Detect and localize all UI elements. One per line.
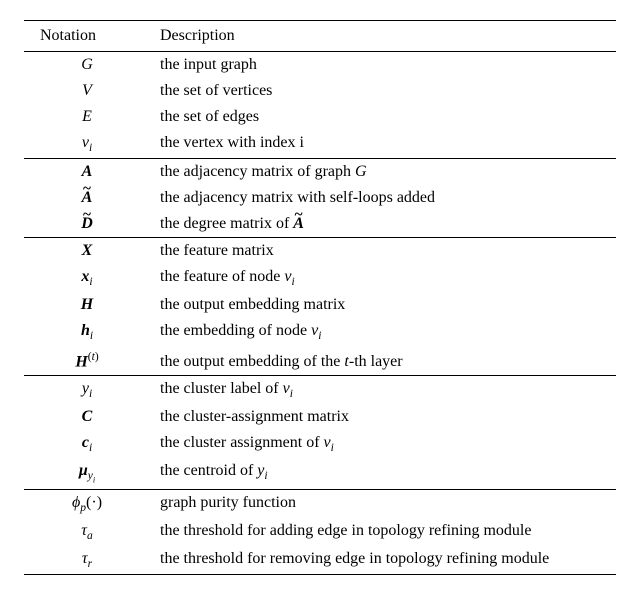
notation-cell: V xyxy=(24,78,150,104)
table-row: H(t)the output embedding of the t-th lay… xyxy=(24,347,616,376)
table-row: Dthe degree matrix of A xyxy=(24,211,616,238)
description-cell: the cluster-assignment matrix xyxy=(150,404,616,430)
description-cell: the set of vertices xyxy=(150,78,616,104)
notation-cell: H(t) xyxy=(24,347,150,376)
table-row: μyithe centroid of yi xyxy=(24,458,616,489)
description-cell: the degree matrix of A xyxy=(150,211,616,238)
description-cell: the output embedding of the t-th layer xyxy=(150,347,616,376)
table-row: τathe threshold for adding edge in topol… xyxy=(24,518,616,546)
notation-cell: D xyxy=(24,211,150,238)
notation-cell: vi xyxy=(24,130,150,159)
table-row: Xthe feature matrix xyxy=(24,238,616,265)
description-cell: the set of edges xyxy=(150,104,616,130)
notation-cell: τa xyxy=(24,518,150,546)
description-cell: the input graph xyxy=(150,52,616,79)
description-cell: the feature of node vi xyxy=(150,264,616,292)
table-row: ϕp(·)graph purity function xyxy=(24,489,616,518)
description-cell: the cluster assignment of vi xyxy=(150,430,616,458)
notation-table: Notation Description Gthe input graphVth… xyxy=(24,20,616,575)
table-row: Athe adjacency matrix of graph G xyxy=(24,159,616,186)
table-row: τrthe threshold for removing edge in top… xyxy=(24,546,616,575)
table-row: xithe feature of node vi xyxy=(24,264,616,292)
notation-cell: ci xyxy=(24,430,150,458)
notation-cell: H xyxy=(24,292,150,318)
col-header-description: Description xyxy=(150,21,616,52)
notation-cell: G xyxy=(24,52,150,79)
table-row: cithe cluster assignment of vi xyxy=(24,430,616,458)
table-row: yithe cluster label of vi xyxy=(24,375,616,404)
table-header-row: Notation Description xyxy=(24,21,616,52)
col-header-notation: Notation xyxy=(24,21,150,52)
description-cell: the output embedding matrix xyxy=(150,292,616,318)
table-row: Athe adjacency matrix with self-loops ad… xyxy=(24,185,616,211)
table-row: Ethe set of edges xyxy=(24,104,616,130)
notation-cell: C xyxy=(24,404,150,430)
table-row: vithe vertex with index i xyxy=(24,130,616,159)
description-cell: the threshold for removing edge in topol… xyxy=(150,546,616,575)
table-row: Hthe output embedding matrix xyxy=(24,292,616,318)
table-row: Gthe input graph xyxy=(24,52,616,79)
table-row: Cthe cluster-assignment matrix xyxy=(24,404,616,430)
description-cell: the embedding of node vi xyxy=(150,318,616,346)
notation-cell: yi xyxy=(24,375,150,404)
description-cell: the adjacency matrix with self-loops add… xyxy=(150,185,616,211)
notation-cell: μyi xyxy=(24,458,150,489)
notation-cell: E xyxy=(24,104,150,130)
description-cell: the cluster label of vi xyxy=(150,375,616,404)
description-cell: the centroid of yi xyxy=(150,458,616,489)
table-row: Vthe set of vertices xyxy=(24,78,616,104)
notation-cell: ϕp(·) xyxy=(24,489,150,518)
table-row: hithe embedding of node vi xyxy=(24,318,616,346)
description-cell: the threshold for adding edge in topolog… xyxy=(150,518,616,546)
description-cell: the vertex with index i xyxy=(150,130,616,159)
notation-cell: X xyxy=(24,238,150,265)
notation-cell: hi xyxy=(24,318,150,346)
description-cell: the adjacency matrix of graph G xyxy=(150,159,616,186)
notation-cell: xi xyxy=(24,264,150,292)
table-body: Gthe input graphVthe set of verticesEthe… xyxy=(24,52,616,575)
description-cell: graph purity function xyxy=(150,489,616,518)
notation-cell: τr xyxy=(24,546,150,575)
description-cell: the feature matrix xyxy=(150,238,616,265)
